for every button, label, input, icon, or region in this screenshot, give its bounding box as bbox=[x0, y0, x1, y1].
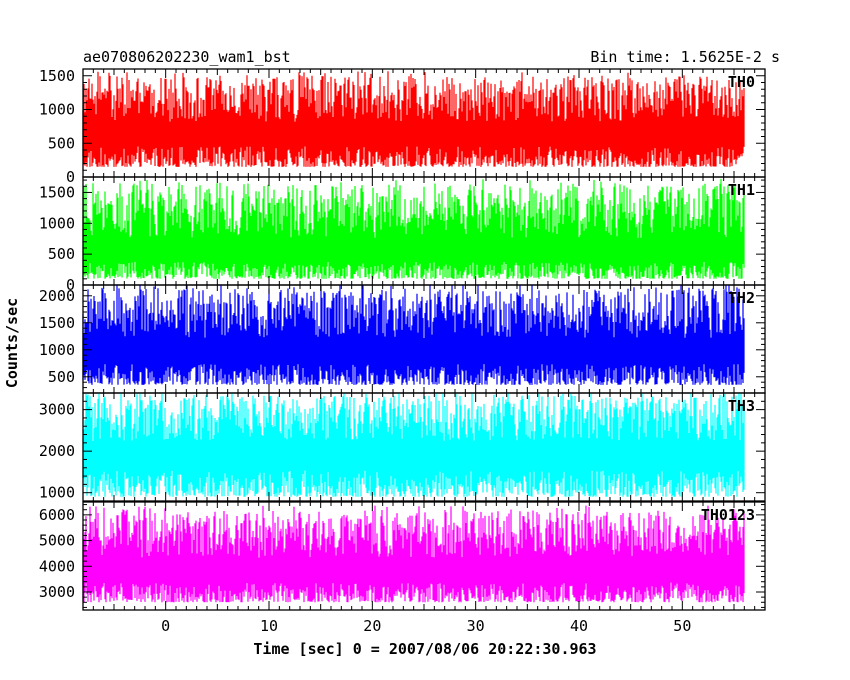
y-tick-label: 2000 bbox=[39, 287, 75, 305]
x-tick-label: 40 bbox=[570, 617, 588, 635]
y-tick-label: 1500 bbox=[39, 314, 75, 332]
y-tick-label: 0 bbox=[66, 168, 75, 186]
x-tick-label: 10 bbox=[260, 617, 278, 635]
x-tick-label: 30 bbox=[467, 617, 485, 635]
y-tick-label: 1500 bbox=[39, 67, 75, 85]
series-th1-line bbox=[82, 178, 745, 279]
series-th3-line bbox=[82, 393, 745, 497]
panel-th3: 1000 2000 3000 TH3 bbox=[39, 392, 766, 502]
panel-th1: 0 500 1000 1500 TH1 bbox=[39, 176, 766, 294]
series-th2-line bbox=[82, 285, 745, 385]
y-tick-label: 5000 bbox=[39, 532, 75, 550]
y-tick-label: 2000 bbox=[39, 442, 75, 460]
x-tick-label: 20 bbox=[363, 617, 381, 635]
panel-label: TH1 bbox=[728, 181, 755, 199]
panel-label: TH0123 bbox=[701, 506, 755, 524]
y-axis-label: Counts/sec bbox=[3, 298, 21, 388]
x-tick-label: 50 bbox=[673, 617, 691, 635]
y-tick-label: 1000 bbox=[39, 341, 75, 359]
panel-label: TH0 bbox=[728, 73, 755, 91]
y-tick-label: 1000 bbox=[39, 214, 75, 232]
y-tick-label: 1500 bbox=[39, 183, 75, 201]
y-tick-label: 500 bbox=[48, 134, 75, 152]
plot-title-left: ae070806202230_wam1_bst bbox=[83, 48, 291, 66]
y-tick-label: 1000 bbox=[39, 101, 75, 119]
y-tick-label: 4000 bbox=[39, 557, 75, 575]
y-tick-label: 3000 bbox=[39, 401, 75, 419]
panel-th0123: 3000 4000 5000 6000 0 10 20 30 40 50 TH0123 bbox=[39, 501, 766, 635]
y-tick-label: 0 bbox=[66, 276, 75, 294]
x-axis-label: Time [sec] 0 = 2007/08/06 20:22:30.963 bbox=[253, 640, 596, 658]
x-tick-label: 0 bbox=[161, 617, 170, 635]
panel-label: TH2 bbox=[728, 289, 755, 307]
plot-title-right: Bin time: 1.5625E-2 s bbox=[590, 48, 780, 66]
series-th0-line bbox=[82, 71, 745, 167]
panel-th2: 500 1000 1500 2000 TH2 bbox=[39, 284, 766, 394]
y-tick-label: 6000 bbox=[39, 506, 75, 524]
panel-label: TH3 bbox=[728, 397, 755, 415]
y-tick-label: 1000 bbox=[39, 484, 75, 502]
y-tick-label: 500 bbox=[48, 368, 75, 386]
y-tick-label: 3000 bbox=[39, 583, 75, 601]
y-tick-label: 500 bbox=[48, 245, 75, 263]
panel-th0: 0 500 1000 1500 TH0 bbox=[39, 67, 766, 186]
series-th0123-line bbox=[82, 505, 745, 603]
